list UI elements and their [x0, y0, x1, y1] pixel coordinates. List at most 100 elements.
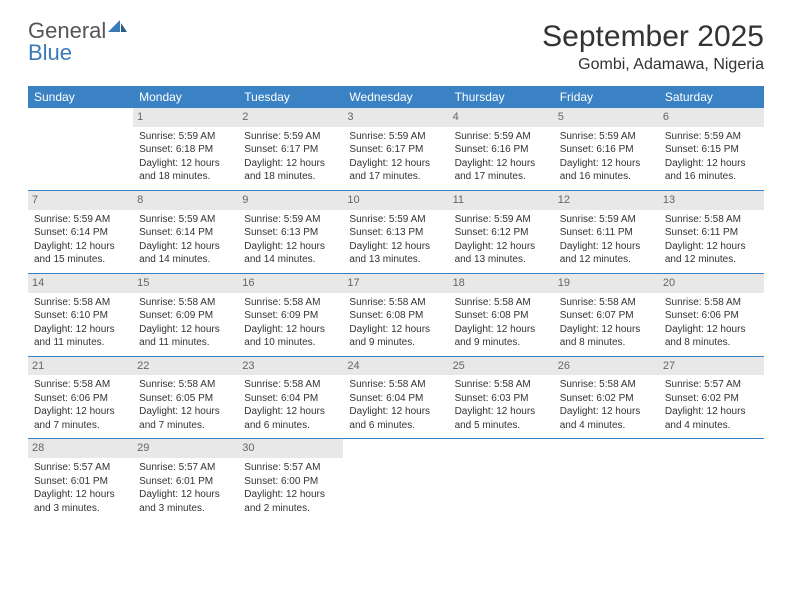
sunrise-text: Sunrise: 5:58 AM: [455, 296, 548, 310]
sunset-text: Sunset: 6:14 PM: [34, 226, 127, 240]
day-number: 23: [238, 357, 343, 376]
calendar-cell: 14Sunrise: 5:58 AMSunset: 6:10 PMDayligh…: [28, 274, 133, 356]
calendar-cell: 5Sunrise: 5:59 AMSunset: 6:16 PMDaylight…: [554, 108, 659, 190]
sunrise-text: Sunrise: 5:57 AM: [244, 461, 337, 475]
brand-sail-icon: [106, 16, 128, 32]
calendar-cell: 29Sunrise: 5:57 AMSunset: 6:01 PMDayligh…: [133, 439, 238, 521]
sunrise-text: Sunrise: 5:59 AM: [139, 130, 232, 144]
calendar-cell-empty: [343, 439, 448, 521]
sunset-text: Sunset: 6:08 PM: [349, 309, 442, 323]
calendar-week: 21Sunrise: 5:58 AMSunset: 6:06 PMDayligh…: [28, 356, 764, 439]
daylight-text: Daylight: 12 hours and 7 minutes.: [139, 405, 232, 432]
calendar-cell: 18Sunrise: 5:58 AMSunset: 6:08 PMDayligh…: [449, 274, 554, 356]
day-number: 26: [554, 357, 659, 376]
sunrise-text: Sunrise: 5:59 AM: [560, 130, 653, 144]
day-number: 11: [449, 191, 554, 210]
sunrise-text: Sunrise: 5:59 AM: [665, 130, 758, 144]
day-number: 9: [238, 191, 343, 210]
weekday-header: Sunday Monday Tuesday Wednesday Thursday…: [28, 86, 764, 108]
daylight-text: Daylight: 12 hours and 10 minutes.: [244, 323, 337, 350]
calendar-cell: 12Sunrise: 5:59 AMSunset: 6:11 PMDayligh…: [554, 191, 659, 273]
sunrise-text: Sunrise: 5:57 AM: [665, 378, 758, 392]
sunset-text: Sunset: 6:09 PM: [139, 309, 232, 323]
daylight-text: Daylight: 12 hours and 15 minutes.: [34, 240, 127, 267]
sunset-text: Sunset: 6:01 PM: [139, 475, 232, 489]
calendar-cell: 28Sunrise: 5:57 AMSunset: 6:01 PMDayligh…: [28, 439, 133, 521]
calendar-cell: 2Sunrise: 5:59 AMSunset: 6:17 PMDaylight…: [238, 108, 343, 190]
daylight-text: Daylight: 12 hours and 13 minutes.: [455, 240, 548, 267]
calendar-cell: 20Sunrise: 5:58 AMSunset: 6:06 PMDayligh…: [659, 274, 764, 356]
day-number: 7: [28, 191, 133, 210]
day-number: 25: [449, 357, 554, 376]
sunrise-text: Sunrise: 5:58 AM: [244, 378, 337, 392]
calendar-cell: 30Sunrise: 5:57 AMSunset: 6:00 PMDayligh…: [238, 439, 343, 521]
weekday-wednesday: Wednesday: [343, 86, 448, 108]
sunset-text: Sunset: 6:04 PM: [244, 392, 337, 406]
calendar-week: 1Sunrise: 5:59 AMSunset: 6:18 PMDaylight…: [28, 108, 764, 190]
daylight-text: Daylight: 12 hours and 5 minutes.: [455, 405, 548, 432]
sunset-text: Sunset: 6:02 PM: [665, 392, 758, 406]
calendar-cell: 1 Sunrise: 5:59 AMSunset: 6:18 PMDaylight…: [133, 108, 238, 190]
sunset-text: Sunset: 6:07 PM: [560, 309, 653, 323]
sunrise-text: Sunrise: 5:58 AM: [34, 378, 127, 392]
sunrise-text: Sunrise: 5:58 AM: [560, 378, 653, 392]
weekday-thursday: Thursday: [449, 86, 554, 108]
sunset-text: Sunset: 6:08 PM: [455, 309, 548, 323]
daylight-text: Daylight: 12 hours and 4 minutes.: [665, 405, 758, 432]
sunset-text: Sunset: 6:15 PM: [665, 143, 758, 157]
calendar-week: 7Sunrise: 5:59 AMSunset: 6:14 PMDaylight…: [28, 190, 764, 273]
sunset-text: Sunset: 6:11 PM: [560, 226, 653, 240]
sunset-text: Sunset: 6:02 PM: [560, 392, 653, 406]
day-number: 21: [28, 357, 133, 376]
calendar-grid: 1Sunrise: 5:59 AMSunset: 6:18 PMDaylight…: [28, 108, 764, 521]
daylight-text: Daylight: 12 hours and 13 minutes.: [349, 240, 442, 267]
calendar-cell-empty: [28, 108, 133, 190]
daylight-text: Daylight: 12 hours and 9 minutes.: [455, 323, 548, 350]
day-number: 15: [133, 274, 238, 293]
sunrise-text: Sunrise: 5:58 AM: [665, 213, 758, 227]
calendar-cell: 23Sunrise: 5:58 AMSunset: 6:04 PMDayligh…: [238, 357, 343, 439]
day-number: 8: [133, 191, 238, 210]
weekday-sunday: Sunday: [28, 86, 133, 108]
daylight-text: Daylight: 12 hours and 3 minutes.: [139, 488, 232, 515]
sunrise-text: Sunrise: 5:58 AM: [139, 296, 232, 310]
day-number: 24: [343, 357, 448, 376]
daylight-text: Daylight: 12 hours and 9 minutes.: [349, 323, 442, 350]
sunrise-text: Sunrise: 5:58 AM: [349, 296, 442, 310]
calendar-page: GeneralBlue September 2025 Gombi, Adamaw…: [0, 0, 792, 541]
daylight-text: Daylight: 12 hours and 7 minutes.: [34, 405, 127, 432]
day-number: 1: [133, 108, 238, 127]
sunset-text: Sunset: 6:11 PM: [665, 226, 758, 240]
day-number: 4: [449, 108, 554, 127]
daylight-text: Daylight: 12 hours and 17 minutes.: [455, 157, 548, 184]
sunset-text: Sunset: 6:14 PM: [139, 226, 232, 240]
sunrise-text: Sunrise: 5:59 AM: [455, 130, 548, 144]
sunset-text: Sunset: 6:17 PM: [244, 143, 337, 157]
sunset-text: Sunset: 6:05 PM: [139, 392, 232, 406]
sunset-text: Sunset: 6:18 PM: [139, 143, 232, 157]
sunrise-text: Sunrise: 5:58 AM: [139, 378, 232, 392]
sunrise-text: Sunrise: 5:59 AM: [34, 213, 127, 227]
day-number: 14: [28, 274, 133, 293]
day-number: 17: [343, 274, 448, 293]
sunrise-text: Sunrise: 5:57 AM: [34, 461, 127, 475]
calendar-cell: 4Sunrise: 5:59 AMSunset: 6:16 PMDaylight…: [449, 108, 554, 190]
sunset-text: Sunset: 6:16 PM: [560, 143, 653, 157]
calendar-week: 14Sunrise: 5:58 AMSunset: 6:10 PMDayligh…: [28, 273, 764, 356]
sunrise-text: Sunrise: 5:58 AM: [560, 296, 653, 310]
sunrise-text: Sunrise: 5:59 AM: [244, 130, 337, 144]
sunset-text: Sunset: 6:13 PM: [244, 226, 337, 240]
daylight-text: Daylight: 12 hours and 12 minutes.: [560, 240, 653, 267]
calendar-cell: 3Sunrise: 5:59 AMSunset: 6:17 PMDaylight…: [343, 108, 448, 190]
calendar-cell: 21Sunrise: 5:58 AMSunset: 6:06 PMDayligh…: [28, 357, 133, 439]
brand-logo: GeneralBlue: [28, 20, 128, 64]
sunset-text: Sunset: 6:03 PM: [455, 392, 548, 406]
daylight-text: Daylight: 12 hours and 18 minutes.: [139, 157, 232, 184]
sunrise-text: Sunrise: 5:59 AM: [139, 213, 232, 227]
daylight-text: Daylight: 12 hours and 18 minutes.: [244, 157, 337, 184]
sunrise-text: Sunrise: 5:58 AM: [244, 296, 337, 310]
sunrise-text: Sunrise: 5:59 AM: [244, 213, 337, 227]
daylight-text: Daylight: 12 hours and 16 minutes.: [560, 157, 653, 184]
weekday-tuesday: Tuesday: [238, 86, 343, 108]
sunrise-text: Sunrise: 5:58 AM: [665, 296, 758, 310]
